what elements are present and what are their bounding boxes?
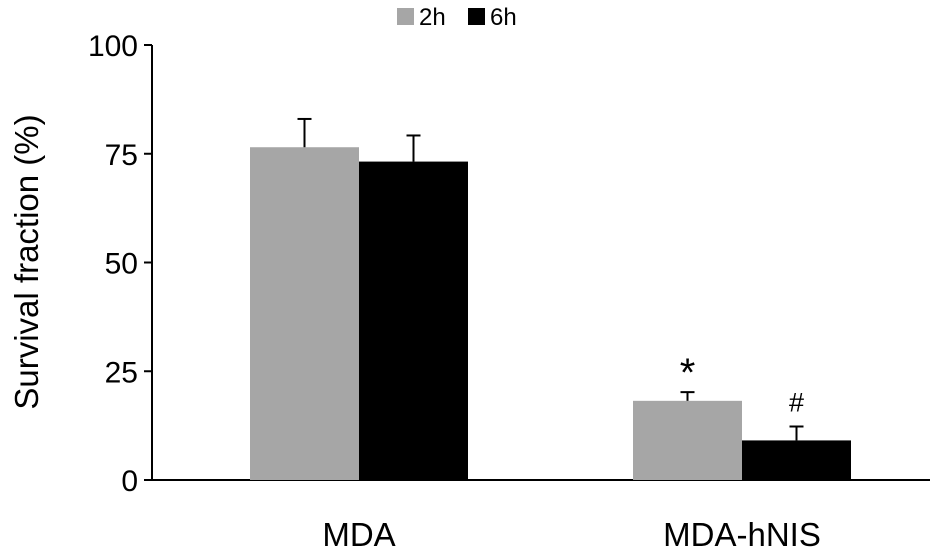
legend: 2h 6h bbox=[397, 4, 517, 31]
legend-label-2h: 2h bbox=[419, 4, 446, 31]
bar-2h-MDA-hNIS bbox=[633, 400, 742, 480]
x-category-label: MDA-hNIS bbox=[663, 516, 821, 553]
y-tick-label: 25 bbox=[105, 356, 138, 389]
y-tick-label: 75 bbox=[105, 139, 138, 172]
y-tick-label: 0 bbox=[121, 465, 138, 498]
legend-swatch-6h bbox=[468, 8, 485, 25]
legend-label-6h: 6h bbox=[490, 4, 517, 31]
significance-marker: * bbox=[680, 351, 696, 395]
bars bbox=[250, 147, 851, 480]
bar-6h-MDA-hNIS bbox=[742, 440, 851, 480]
annotations: *# bbox=[680, 351, 804, 417]
y-tick-label: 50 bbox=[105, 248, 138, 281]
error-bars bbox=[297, 117, 804, 441]
bar-2h-MDA bbox=[250, 147, 359, 480]
y-tick-label: 100 bbox=[88, 30, 138, 63]
legend-swatch-2h bbox=[397, 8, 414, 25]
axes: 0 25 50 75 100 MDA MDA-hNIS bbox=[88, 30, 930, 553]
significance-marker: # bbox=[789, 387, 804, 417]
y-axis-label: Survival fraction (%) bbox=[8, 114, 45, 409]
bar-6h-MDA bbox=[359, 161, 468, 480]
x-category-label: MDA bbox=[322, 516, 395, 553]
